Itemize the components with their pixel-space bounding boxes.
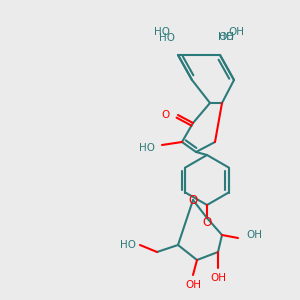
Text: OH: OH [185,280,201,290]
Text: OH: OH [218,32,234,42]
Text: HO: HO [154,27,170,37]
Text: HO: HO [120,240,136,250]
Text: HO: HO [218,32,234,42]
Text: O: O [162,110,170,120]
Text: O: O [202,217,211,230]
Text: HO: HO [159,33,175,43]
Text: OH: OH [246,230,262,240]
Text: OH: OH [228,27,244,37]
Text: OH: OH [210,273,226,283]
Text: O: O [188,194,198,206]
Text: HO: HO [139,143,155,153]
